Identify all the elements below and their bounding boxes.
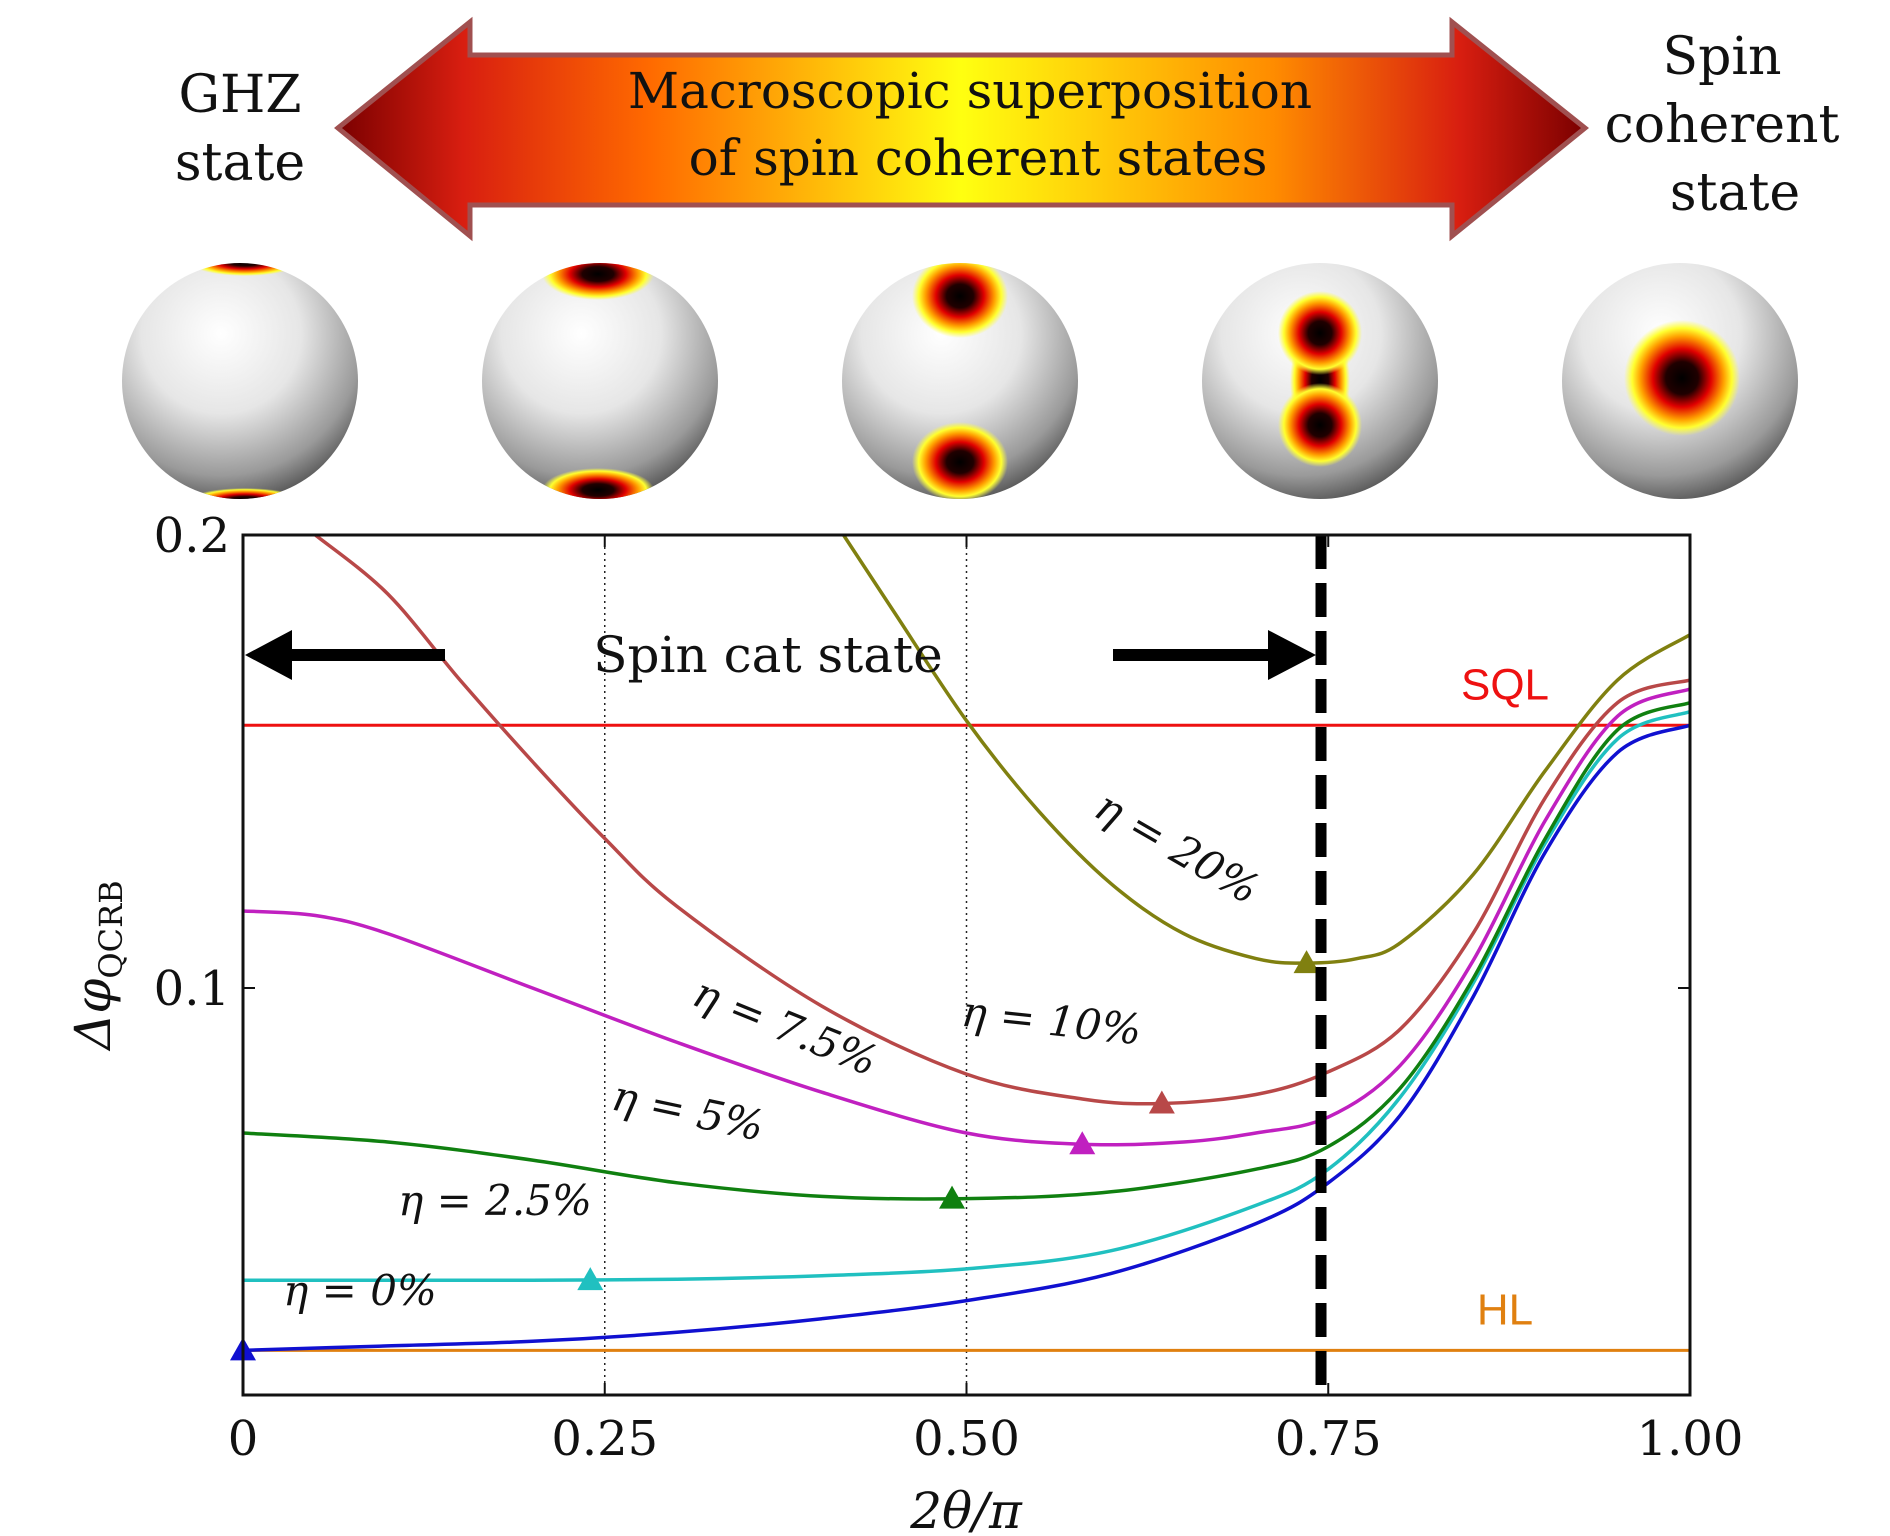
sphere-cat-1 (482, 263, 718, 499)
min-marker-eta7_5 (1069, 1131, 1096, 1155)
x-axis-label: 2θ/π (909, 1482, 1023, 1536)
y-tick-label-0: 0.1 (154, 961, 230, 1017)
ghz-label-line2: state (175, 133, 305, 193)
reference-label-sql: SQL (1461, 660, 1549, 709)
x-tick-label-1: 0.25 (551, 1411, 658, 1467)
y-axis-label-subscript: QCRB (92, 880, 130, 978)
y-axis-label-main: Δφ (64, 979, 122, 1052)
arrow-text-line1: Macroscopic superposition (628, 62, 1312, 120)
x-tick-label-4: 1.00 (1637, 1411, 1744, 1467)
spin-cat-arrow-right-head (1268, 630, 1316, 680)
min-marker-eta5 (939, 1185, 966, 1209)
min-marker-eta20 (1293, 950, 1320, 974)
coherent-label-line1: Spin (1662, 27, 1781, 87)
spin-cat-arrow-left-head (245, 630, 292, 680)
y-axis-label: ΔφQCRB (64, 880, 130, 1051)
series-line-eta0 (243, 723, 1690, 1353)
series-line-eta2_5 (243, 710, 1690, 1282)
ghz-label-line1: GHZ (178, 65, 301, 125)
sphere-cat-3 (1202, 263, 1438, 499)
reference-label-hl: HL (1477, 1285, 1533, 1334)
sphere-ghz (122, 263, 358, 499)
series-label-eta0: η = 0% (283, 1266, 437, 1315)
series-line-eta7_5 (243, 687, 1690, 1147)
sphere-coherent (1562, 263, 1798, 499)
x-tick-label-2: 0.50 (913, 1411, 1020, 1467)
arrow-text-line2: of spin coherent states (689, 129, 1268, 187)
min-marker-eta2_5 (577, 1267, 604, 1291)
y-tick-label-1: 0.2 (154, 508, 230, 564)
superposition-arrow (334, 16, 1589, 242)
series-group (243, 535, 1690, 1353)
series-label-eta5: η = 5% (608, 1071, 769, 1151)
x-tick-label-3: 0.75 (1275, 1411, 1382, 1467)
series-line-eta10 (314, 535, 1690, 1106)
min-marker-eta10 (1148, 1090, 1175, 1114)
series-line-eta20 (842, 535, 1690, 965)
sphere-cat-2 (842, 263, 1078, 499)
series-label-eta2_5: η = 2.5% (398, 1176, 592, 1225)
series-line-eta5 (243, 700, 1690, 1201)
x-tick-label-0: 0 (228, 1411, 259, 1467)
spin-cat-label: Spin cat state (593, 626, 942, 684)
series-label-eta10: η = 10% (959, 987, 1144, 1055)
coherent-label-line3: state (1670, 163, 1800, 223)
series-label-eta20: η = 20% (1087, 781, 1268, 914)
coherent-label-line2: coherent (1605, 95, 1840, 155)
